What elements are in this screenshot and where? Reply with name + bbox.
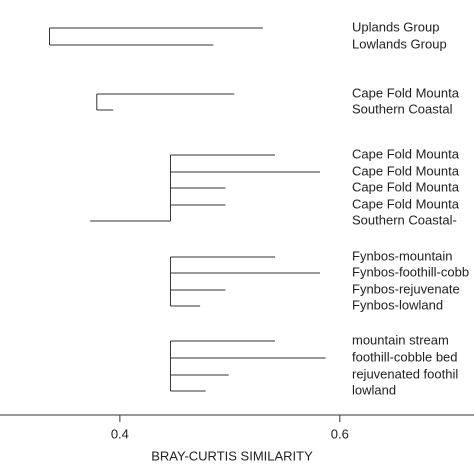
leaf-label: Southern Coastal [352,101,453,116]
x-axis-title: BRAY-CURTIS SIMILARITY [151,448,313,463]
x-tick-label: 0.4 [111,426,129,441]
leaf-label: Fynbos-foothill-cobb [352,264,469,279]
leaf-label: mountain stream [352,332,449,347]
leaf-label: Cape Fold Mounta [352,85,460,100]
leaf-label: Cape Fold Mounta [352,146,460,161]
leaf-label: Lowlands Group [352,36,447,51]
leaf-label: Fynbos-lowland [352,297,443,312]
x-tick-label: 0.6 [331,426,349,441]
leaf-label: Cape Fold Mounta [352,196,460,211]
leaf-label: Fynbos-mountain [352,248,452,263]
leaf-label: Fynbos-rejuvenate [352,281,460,296]
leaf-label: foothill-cobble bed [352,349,458,364]
leaf-label: lowland [352,382,396,397]
leaf-label: Cape Fold Mounta [352,163,460,178]
leaf-label: Cape Fold Mounta [352,179,460,194]
leaf-label: rejuvenated foothil [352,366,458,381]
leaf-label: Southern Coastal- [352,212,457,227]
leaf-label: Uplands Group [352,19,439,34]
